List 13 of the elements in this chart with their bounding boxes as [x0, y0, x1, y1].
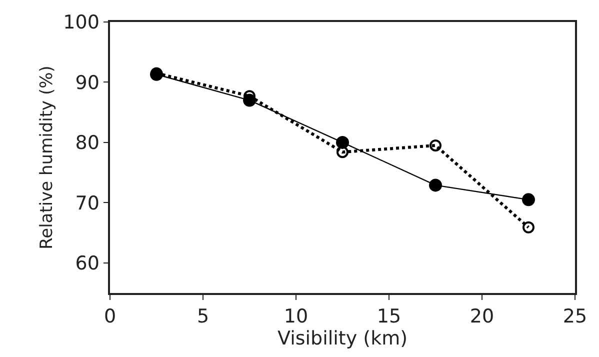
y-tick-label: 60 — [75, 252, 100, 275]
y-tick-label: 70 — [75, 192, 100, 214]
x-tick-label: 10 — [284, 306, 308, 328]
x-tick-label: 5 — [196, 306, 210, 328]
x-tick-label: 20 — [470, 306, 494, 328]
y-axis-title: Relative humidity (%) — [37, 66, 58, 250]
y-tick-label: 80 — [75, 132, 100, 154]
y-tick-label: 90 — [75, 72, 100, 94]
x-tick-label: 0 — [104, 306, 116, 328]
x-axis-title: Visibility (km) — [277, 328, 408, 350]
y-tick-label: 100 — [63, 12, 100, 34]
x-tick-label: 25 — [562, 306, 588, 328]
x-tick-label: 15 — [376, 306, 402, 328]
